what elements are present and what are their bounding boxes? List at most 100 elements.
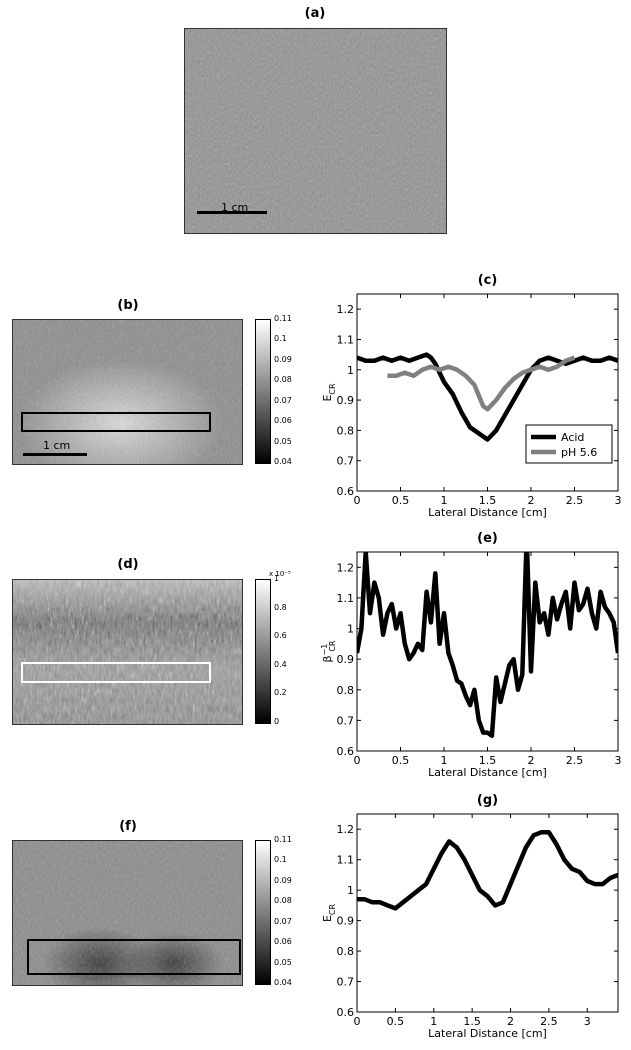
colorbar-tick-label: 0.09 [274, 875, 292, 885]
y-tick-label: 0.9 [337, 915, 355, 928]
panel-f-title: (f) [119, 819, 137, 834]
y-tick-label: 1 [347, 364, 354, 377]
x-tick-label: 0.5 [392, 754, 410, 767]
y-tick-label: 0.6 [337, 485, 355, 498]
x-tick-label: 2 [528, 754, 535, 767]
panel-a-speckle [185, 29, 446, 233]
colorbar-tick-label: 0.08 [274, 375, 292, 385]
x-tick-label: 2.5 [566, 494, 584, 507]
panel-d-title: (d) [117, 557, 139, 572]
y-tick-label: 0.6 [337, 745, 355, 758]
colorbar-tick-label: 1 [274, 574, 280, 583]
plot-frame [356, 551, 619, 752]
y-tick-label: 1 [347, 884, 354, 897]
y-axis-label-sub: CR [328, 383, 337, 395]
colorbar-tick-label: 0.1 [274, 855, 287, 865]
panel-f-image [12, 840, 243, 986]
y-tick-label: 0.6 [337, 1006, 355, 1019]
x-tick-label: 2.5 [540, 1015, 558, 1028]
panel-f-map [13, 841, 242, 985]
colorbar-tick-label: 0.2 [274, 688, 287, 698]
colorbar-tick-label: 0.07 [274, 916, 292, 926]
x-tick-label: 0 [354, 1015, 361, 1028]
y-tick-label: 1.2 [337, 561, 355, 574]
y-tick-label: 1.1 [337, 854, 355, 867]
panel-b-scale-label: 1 cm [43, 439, 71, 452]
panel-d-colorbar [255, 579, 271, 724]
panel-b-map [13, 320, 242, 464]
chart-title: (c) [478, 273, 498, 288]
colorbar-tick-label: 0.1 [274, 334, 287, 344]
x-tick-label: 1 [430, 1015, 437, 1028]
colorbar-tick-label: 0.07 [274, 395, 292, 405]
chart-g: (g) 0 0.5 1 1.5 2 2.5 3 0.6 0.7 0.8 0.9 1 1.1 1.2 Later… [321, 793, 619, 1040]
y-axis-label-sub: CR [328, 640, 337, 652]
legend-box [525, 424, 613, 464]
panel-b-image: 1 cm [12, 319, 243, 465]
panel-d-image [12, 579, 243, 725]
chart-title: (e) [477, 531, 498, 546]
x-tick-label: 1 [441, 754, 448, 767]
x-tick-label: 0 [354, 754, 361, 767]
y-axis-label-main: E [321, 915, 334, 922]
legend-label-2: pH 5.6 [561, 446, 597, 459]
y-axis-label: β−1CR [320, 640, 337, 662]
panel-b-colorbar [255, 319, 271, 464]
y-axis-label-main: E [321, 395, 334, 402]
x-tick-label: 1.5 [479, 494, 497, 507]
series-line-1 [357, 830, 618, 911]
x-axis-label: Lateral Distance [cm] [428, 1027, 547, 1040]
y-tick-label: 1.1 [337, 333, 355, 346]
y-tick-label: 0.7 [337, 976, 355, 989]
y-tick-label: 0.7 [337, 455, 355, 468]
colorbar-tick-label: 0.04 [274, 978, 292, 987]
colorbar-tick-label: 0.4 [274, 659, 287, 669]
colorbar-tick-label: 0.09 [274, 354, 292, 364]
chart-e: (e) 0 0.5 1 1.5 2 2.5 3 0.6 0.7 0.8 0.9 1 1.1 1.2 Later… [320, 531, 622, 779]
y-tick-label: 0.8 [337, 684, 355, 697]
panel-a-scale-label: 1 cm [221, 201, 249, 214]
y-tick-label: 1 [347, 623, 354, 636]
panel-d-roi-box [21, 662, 211, 683]
x-tick-label: 0.5 [387, 1015, 405, 1028]
x-tick-label: 0.5 [392, 494, 410, 507]
colorbar-tick-label: 0.04 [274, 457, 292, 466]
colorbar-tick-label: 0.06 [274, 416, 292, 426]
y-tick-label: 0.9 [337, 394, 355, 407]
y-tick-label: 1.2 [337, 303, 355, 316]
y-tick-label: 0.8 [337, 424, 355, 437]
panel-f-roi-box [27, 939, 241, 975]
colorbar-tick-label: 0.6 [274, 631, 287, 641]
colorbar-tick-label: 0.8 [274, 602, 287, 612]
x-tick-label: 3 [584, 1015, 591, 1028]
y-tick-label: 1.1 [337, 592, 355, 605]
plot-frame [356, 813, 619, 1013]
colorbar-tick-label: 0.05 [274, 957, 292, 967]
panel-d-map [13, 580, 242, 724]
panel-b-roi-box [21, 412, 211, 432]
series-line-1 [357, 552, 618, 738]
y-axis-label: ECR [321, 383, 337, 402]
chart-c: (c) 0 0.5 1 1.5 2 2.5 3 0.6 0.7 0.8 0.9 1 1.1 1.2 Later… [321, 273, 622, 519]
panel-a-image: 1 cm [184, 28, 447, 234]
x-tick-label: 0 [354, 494, 361, 507]
x-axis-label: Lateral Distance [cm] [428, 766, 547, 779]
colorbar-tick-label: 0.11 [274, 314, 292, 323]
x-tick-label: 2.5 [566, 754, 584, 767]
y-tick-label: 0.9 [337, 653, 355, 666]
series-line-2 [387, 355, 576, 412]
legend-label-1: Acid [561, 431, 584, 444]
y-tick-label: 0.7 [337, 714, 355, 727]
colorbar-tick-label: 0.11 [274, 835, 292, 844]
panel-d-colorbar-exponent: x 10⁻⁵ [269, 570, 291, 578]
panel-f-colorbar [255, 840, 271, 985]
panel-b-title: (b) [117, 298, 139, 313]
y-tick-label: 1.2 [337, 823, 355, 836]
y-axis-label-sub: CR [328, 904, 337, 916]
y-axis-label-sup: −1 [320, 644, 329, 656]
colorbar-tick-label: 0 [274, 717, 280, 726]
x-axis-label: Lateral Distance [cm] [428, 506, 547, 519]
x-tick-label: 3 [615, 494, 622, 507]
x-tick-label: 1.5 [479, 754, 497, 767]
y-tick-label: 0.8 [337, 945, 355, 958]
